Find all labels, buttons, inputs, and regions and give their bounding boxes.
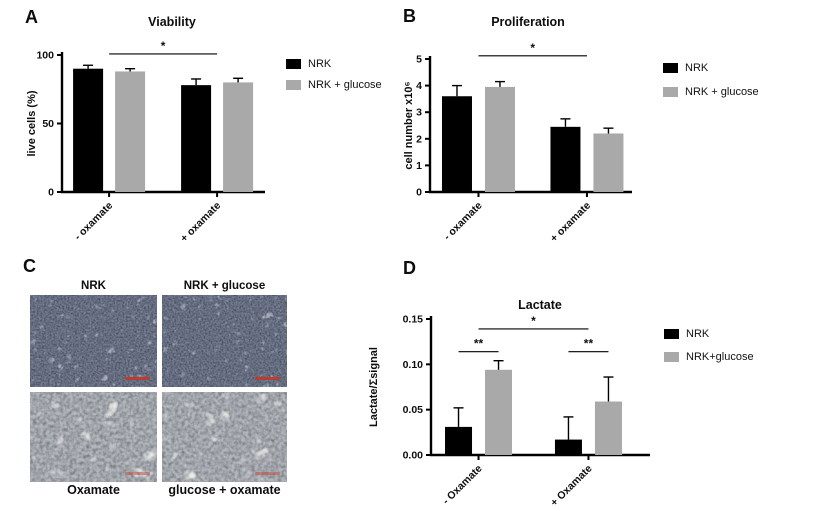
- lactate-legend: NRK NRK+glucose: [664, 322, 754, 368]
- scale-bar: [255, 472, 280, 475]
- x-tick-label: - oxamate: [441, 200, 484, 242]
- y-axis-label: Lactate/Σsignal: [368, 347, 380, 427]
- micrograph-nrk-glucose: [162, 295, 287, 387]
- micrograph-label-nrk-glucose: NRK + glucose: [183, 280, 266, 292]
- bar-NRK-+ oxamate: [550, 126, 581, 192]
- legend-label: NRK: [308, 57, 332, 70]
- micrograph-label-oxamate: Oxamate: [67, 483, 120, 497]
- x-tick-label: + Oxamate: [548, 463, 594, 509]
- significance-label: **: [474, 337, 484, 351]
- y-tick-label: 50: [42, 118, 54, 130]
- panel-letter-a: A: [25, 7, 39, 27]
- y-tick-label: 1: [416, 160, 422, 172]
- bar-NRK-+ Oxamate: [554, 439, 582, 455]
- legend-label: NRK: [686, 327, 710, 340]
- legend-swatch-icon: [286, 79, 301, 90]
- y-tick-label: 3: [416, 107, 422, 119]
- y-axis-label: live cells (%): [26, 90, 38, 156]
- bar-NRK + glucose-- oxamate: [484, 86, 515, 192]
- scale-bar: [125, 472, 150, 475]
- x-tick-label: - Oxamate: [440, 463, 485, 508]
- x-tick-label: + oxamate: [178, 200, 223, 242]
- legend-entry: NRK+glucose: [664, 345, 754, 368]
- bar-NRK-- oxamate: [441, 96, 472, 192]
- y-tick-label: 0.00: [403, 450, 424, 462]
- legend-label: NRK + glucose: [308, 78, 382, 91]
- legend-swatch-icon: [664, 328, 679, 339]
- bar-NRK+glucose-+ Oxamate: [594, 401, 622, 455]
- scale-bar: [125, 377, 150, 380]
- significance-label: **: [584, 337, 594, 351]
- legend-entry: NRK: [663, 56, 759, 80]
- micrograph-nrk: [30, 295, 157, 387]
- significance-label: *: [531, 314, 536, 328]
- chart-title: Viability: [148, 15, 196, 29]
- y-tick-label: 0: [416, 187, 422, 199]
- micrograph-tint: [30, 392, 157, 482]
- micrograph-tint: [30, 295, 157, 387]
- micrograph-tint: [162, 392, 287, 482]
- lactate-chart: Lactate 0.00 0.05 0.10 0.15 Lactate/Σsignal - …: [360, 292, 680, 511]
- legend-swatch-icon: [664, 351, 679, 362]
- y-tick-label: 100: [36, 50, 54, 62]
- bar-NRK + glucose-+ oxamate: [223, 82, 254, 192]
- scale-bar: [255, 377, 280, 380]
- panel-letter-c: C: [23, 256, 37, 276]
- legend-label: NRK + glucose: [685, 86, 759, 98]
- bar-NRK-- oxamate: [73, 68, 104, 192]
- viability-chart: Viability 0 50 100 live cells (%) - oxamate + …: [16, 2, 296, 242]
- x-tick-label: - oxamate: [72, 200, 115, 242]
- micrograph-label-nrk: NRK: [81, 280, 106, 292]
- micrograph-cell-borders: [162, 392, 287, 482]
- legend-swatch-icon: [663, 87, 678, 97]
- bar-NRK+glucose-- Oxamate: [485, 369, 513, 455]
- bar-NRK-- Oxamate: [445, 426, 473, 455]
- micrograph-cell-borders: [30, 392, 157, 482]
- micrograph-cell-borders: [162, 295, 287, 387]
- viability-legend: NRK NRK + glucose: [286, 53, 382, 95]
- chart-title: Lactate: [518, 298, 562, 312]
- proliferation-chart: Proliferation 0 1 2 3 4 5 cell number x10⁶ - oxa…: [396, 2, 676, 242]
- legend-entry: NRK: [286, 53, 382, 74]
- panel-letter-b: B: [403, 6, 417, 26]
- bar-NRK-+ oxamate: [181, 85, 212, 192]
- legend-swatch-icon: [663, 63, 678, 73]
- panel-letter-d: D: [403, 258, 417, 278]
- y-tick-label: 0: [48, 187, 54, 199]
- proliferation-legend: NRK NRK + glucose: [663, 56, 759, 104]
- y-tick-label: 5: [416, 54, 422, 66]
- x-tick-label: + oxamate: [548, 200, 593, 242]
- legend-entry: NRK: [664, 322, 754, 345]
- bar-NRK + glucose-+ oxamate: [593, 133, 624, 192]
- y-tick-label: 0.10: [403, 359, 424, 371]
- legend-label: NRK: [685, 62, 709, 74]
- y-tick-label: 4: [416, 80, 422, 92]
- y-axis-label: cell number x10⁶: [403, 81, 415, 169]
- micrograph-label-glucose-oxamate: glucose + oxamate: [168, 483, 281, 497]
- significance-label: *: [161, 39, 166, 53]
- legend-swatch-icon: [286, 58, 301, 69]
- legend-entry: NRK + glucose: [286, 74, 382, 95]
- legend-entry: NRK + glucose: [663, 80, 759, 104]
- legend-label: NRK+glucose: [686, 350, 754, 363]
- chart-title: Proliferation: [491, 15, 565, 29]
- bar-NRK + glucose-- oxamate: [115, 71, 146, 192]
- micrograph-oxamate: [30, 392, 157, 482]
- significance-label: *: [530, 41, 535, 55]
- micrograph-tint: [162, 295, 287, 387]
- micrograph-cell-borders: [30, 295, 157, 387]
- y-tick-label: 0.05: [403, 404, 424, 416]
- y-tick-label: 0.15: [403, 314, 424, 326]
- y-tick-label: 2: [416, 133, 422, 145]
- micrograph-glucose-oxamate: [162, 392, 287, 482]
